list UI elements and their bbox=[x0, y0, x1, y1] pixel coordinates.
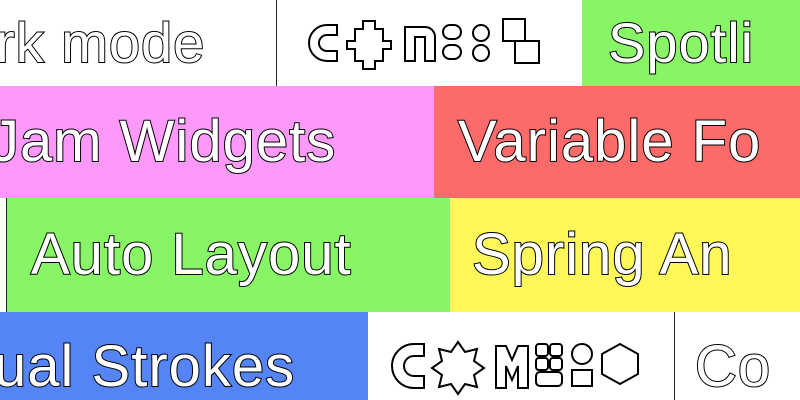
tile-label: Auto Layout bbox=[30, 222, 352, 287]
tile-spotlight: Spotli bbox=[582, 0, 800, 86]
tile-label: Spotli bbox=[607, 11, 755, 74]
tile-variable-fonts: Variable Fo bbox=[434, 86, 800, 198]
tile-auto-layout: Auto Layout bbox=[7, 198, 450, 312]
tile-label: Spring An bbox=[471, 222, 733, 287]
tile-visual-strokes: ual Strokes bbox=[0, 312, 368, 400]
tile-label: Jam Widgets bbox=[0, 109, 337, 174]
config-logo-tile bbox=[277, 0, 582, 86]
config-logo-icon bbox=[391, 340, 639, 396]
tile-label: Co bbox=[694, 334, 772, 399]
tile-spring-animations: Spring An bbox=[450, 198, 800, 312]
tile-dark-mode: rk mode bbox=[0, 0, 277, 86]
tile-jam-widgets: Jam Widgets bbox=[0, 86, 434, 198]
tile-label: rk mode bbox=[0, 11, 206, 74]
tile-components: Co bbox=[674, 312, 800, 400]
config-logo-tile bbox=[368, 312, 674, 400]
tile-label: ual Strokes bbox=[0, 334, 296, 399]
tile-label: Variable Fo bbox=[457, 109, 762, 174]
config-logo-icon bbox=[308, 18, 540, 70]
tile-blank bbox=[0, 198, 7, 312]
